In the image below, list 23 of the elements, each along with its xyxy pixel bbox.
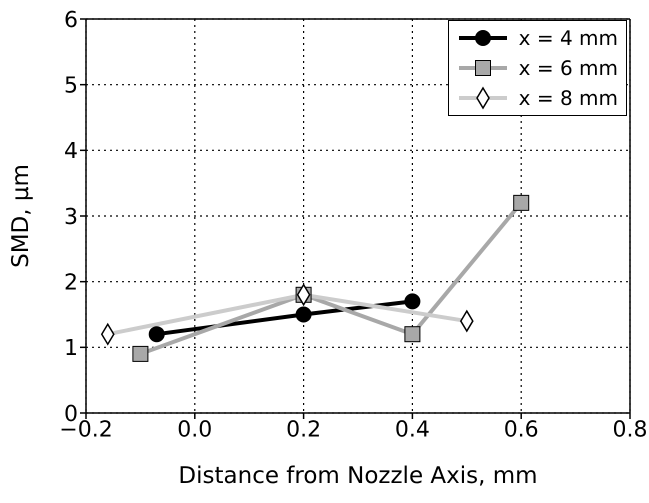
x-tick-label: 0.4 — [394, 418, 430, 443]
y-tick-label: 0 — [64, 402, 78, 427]
point — [132, 346, 148, 362]
point — [404, 326, 420, 342]
y-tick-label: 5 — [64, 73, 78, 98]
y-tick-label: 3 — [64, 204, 78, 230]
x-tick-label: 0.2 — [286, 418, 322, 443]
y-tick-label: 6 — [64, 8, 78, 33]
y-tick-label: 1 — [64, 336, 78, 362]
x-tick-label: 0.8 — [612, 418, 648, 443]
legend-label: x = 6 mm — [518, 56, 618, 80]
legend-label: x = 8 mm — [518, 86, 618, 110]
y-tick-label: 4 — [64, 139, 78, 164]
legend-label: x = 4 mm — [518, 26, 618, 50]
point — [148, 326, 165, 342]
point — [404, 293, 420, 310]
x-axis-title: Distance from Nozzle Axis, mm — [178, 463, 538, 489]
x-tick-label: 0.0 — [177, 418, 212, 443]
y-axis-title: SMD, μm — [8, 164, 34, 268]
point — [296, 306, 312, 322]
point — [513, 194, 530, 211]
x-tick-label: 0.6 — [504, 418, 539, 443]
y-tick-label: 2 — [64, 270, 78, 296]
